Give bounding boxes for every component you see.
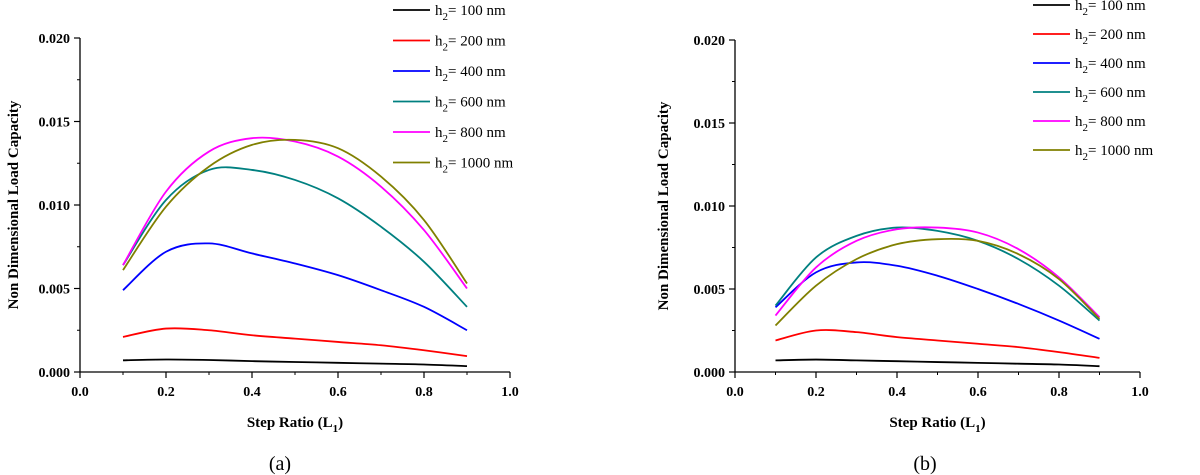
x-tick-label: 1.0 — [1131, 385, 1149, 400]
series-line-600nm — [122, 166, 468, 308]
y-axis-label: Non Dimensional Load Capacity — [6, 100, 22, 309]
legend-entry: h2= 1000 nm — [1075, 143, 1153, 163]
series-line-100nm — [775, 358, 1100, 368]
x-axis-label: Step Ratio (L1) — [889, 415, 985, 435]
legend: h2= 100 nm h2= 200 nm h2= 400 nm h2= 600 nm… — [393, 3, 513, 176]
y-axis-label: Non Dimensional Load Capacity — [656, 101, 672, 310]
x-tick-label: 0.8 — [1050, 385, 1068, 400]
series-line-200nm — [775, 329, 1100, 359]
x-tick-label: 0.0 — [726, 385, 744, 400]
x-axis-label: Step Ratio (L1) — [247, 415, 343, 435]
series-line-800nm — [122, 136, 468, 290]
chart-panel-b: 0.0 0.2 0.4 0.6 0.8 1.0 0.000 0.005 0.010 0.015 0.… — [656, 0, 1153, 475]
series-line-400nm — [122, 242, 468, 332]
x-tick-label: 0.4 — [888, 385, 906, 400]
legend-entry: h2= 800 nm — [435, 125, 506, 145]
series-line-600nm — [774, 226, 1101, 322]
series-line-1000nm — [774, 237, 1101, 327]
legend-entry: h2= 200 nm — [435, 34, 506, 54]
x-tick-label: 0.2 — [157, 385, 175, 400]
y-tick-label: 0.000 — [694, 366, 726, 381]
legend: h2= 100 nm h2= 200 nm h2= 400 nm h2= 600 nm… — [1033, 0, 1153, 163]
legend-entry: h2= 100 nm — [1075, 0, 1146, 18]
legend-entry: h2= 200 nm — [1075, 27, 1146, 47]
x-tick-label: 0.6 — [329, 385, 347, 400]
series-line-1000nm — [122, 138, 468, 284]
x-tick-label: 0.4 — [243, 385, 261, 400]
x-tick-label: 0.2 — [807, 385, 825, 400]
y-tick-label: 0.015 — [39, 116, 71, 131]
x-tick-label: 0.8 — [415, 385, 433, 400]
chart-panel-a: 0.0 0.2 0.4 0.6 0.8 1.0 0.000 0.005 0.010 0.015 0.… — [6, 3, 519, 475]
legend-entry: h2= 100 nm — [435, 3, 506, 23]
x-tick-label: 0.6 — [969, 385, 987, 400]
panel-caption: (b) — [913, 453, 936, 475]
x-tick-label: 1.0 — [501, 385, 519, 400]
legend-entry: h2= 1000 nm — [435, 156, 513, 176]
legend-entry: h2= 600 nm — [1075, 85, 1146, 105]
y-tick-label: 0.015 — [694, 117, 726, 132]
series-line-800nm — [774, 226, 1101, 318]
legend-entry: h2= 400 nm — [1075, 56, 1146, 76]
y-tick-label: 0.005 — [694, 283, 726, 298]
panel-caption: (a) — [269, 453, 291, 475]
y-tick-label: 0.010 — [694, 200, 726, 215]
x-tick-label: 0.0 — [71, 385, 89, 400]
legend-entry: h2= 800 nm — [1075, 114, 1146, 134]
series-line-200nm — [122, 327, 468, 358]
y-tick-label: 0.020 — [39, 32, 71, 47]
series-line-100nm — [122, 358, 468, 368]
y-tick-label: 0.010 — [39, 199, 71, 214]
y-tick-label: 0.000 — [39, 366, 71, 381]
legend-entry: h2= 600 nm — [435, 95, 506, 115]
y-tick-label: 0.005 — [39, 283, 71, 298]
y-tick-label: 0.020 — [694, 34, 726, 49]
legend-entry: h2= 400 nm — [435, 64, 506, 84]
series-line-400nm — [774, 261, 1100, 340]
